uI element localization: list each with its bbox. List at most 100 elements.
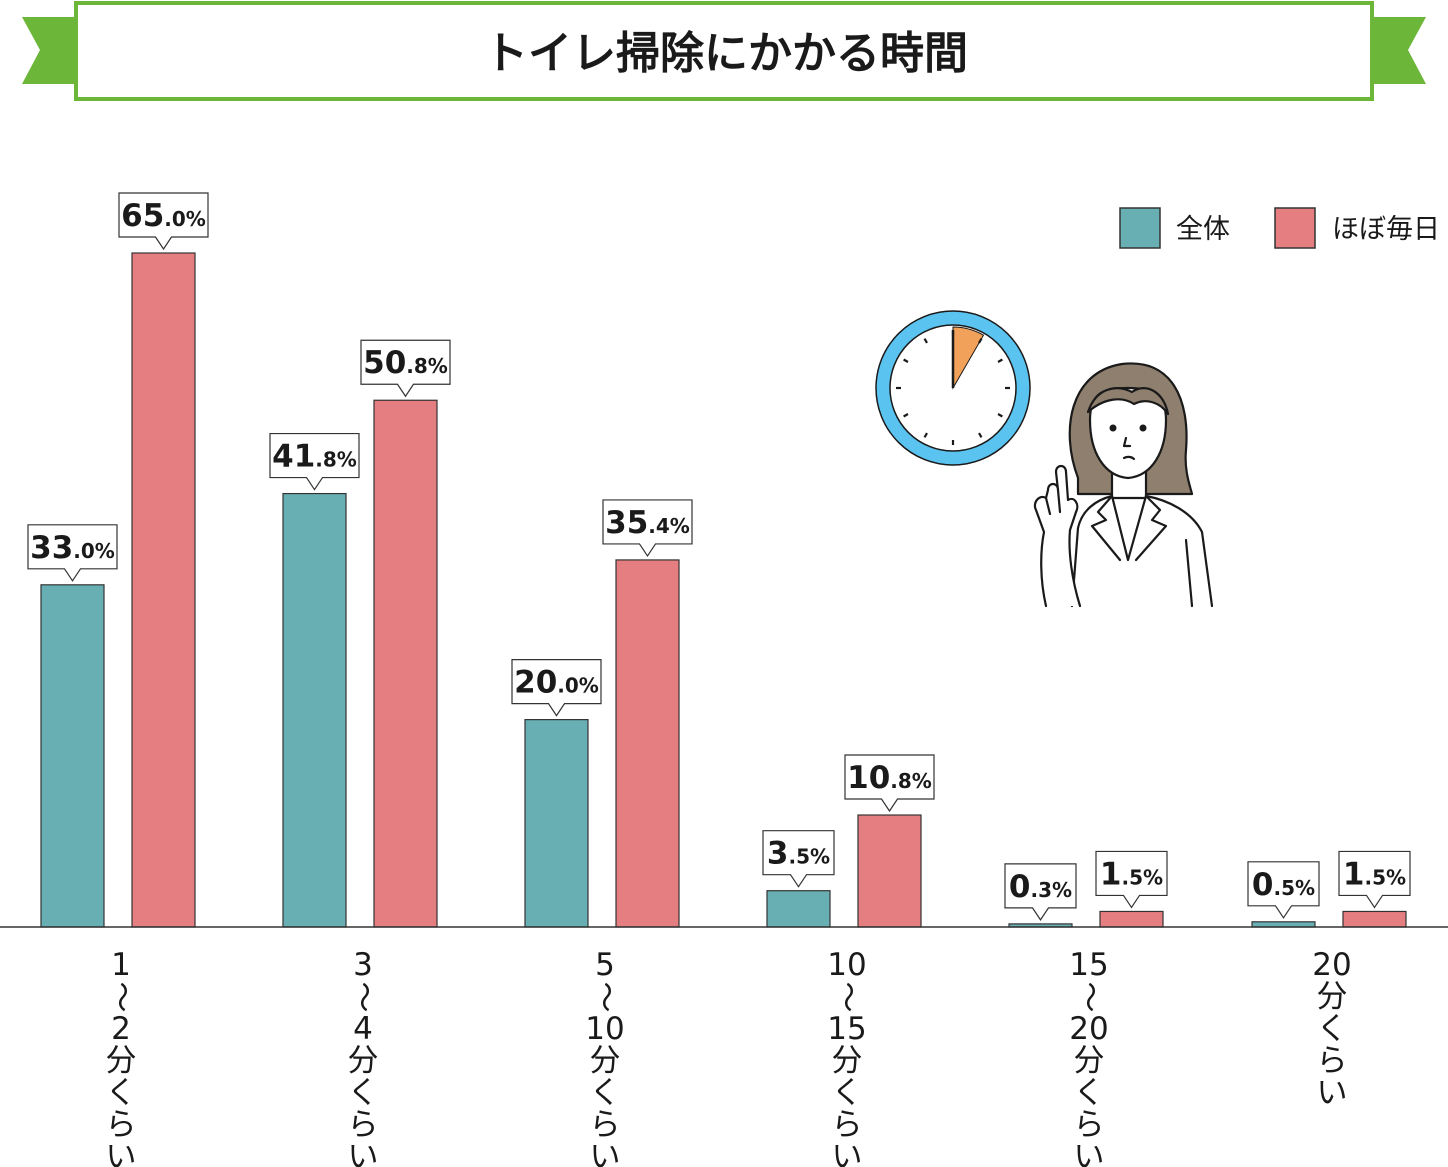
clock-tick	[903, 358, 909, 363]
clock-tick	[903, 413, 909, 418]
callout-daily-5: 1.5%	[1095, 850, 1168, 909]
category-char: 2	[111, 1011, 131, 1047]
category-char: 15	[827, 1011, 866, 1047]
category-char: 〜	[1071, 982, 1107, 1013]
category-char: ら	[590, 1107, 621, 1143]
data-labels-layer: 33.0% 65.0% 41.8% 50.8% 20.0% 35.4% 3.5% 10.8% 0…	[27, 192, 1411, 921]
data-label: 10.8%	[847, 760, 932, 796]
callout-daily-2: 50.8%	[360, 339, 451, 398]
legend-label-all: 全体	[1176, 214, 1230, 245]
data-label: 1.5%	[1343, 856, 1406, 892]
bar-all-4	[766, 890, 831, 928]
legend: 全体 ほぼ毎日	[1119, 207, 1440, 249]
callout-daily-3: 35.4%	[602, 499, 693, 558]
bar-all-1	[40, 584, 105, 928]
clock-tick	[997, 413, 1003, 418]
woman-pointing-up-icon	[1033, 362, 1214, 608]
callout-daily-4: 10.8%	[844, 754, 935, 813]
callout-all-3: 20.0%	[511, 659, 602, 717]
banner-ribbon-left	[22, 17, 82, 84]
category-char: 1	[111, 947, 131, 983]
clock-tick	[978, 432, 983, 438]
category-char: 20	[1312, 947, 1351, 983]
callout-daily-1: 65.0%	[118, 192, 209, 251]
category-char: く	[1317, 1011, 1348, 1047]
callout-all-2: 41.8%	[269, 432, 360, 491]
category-char: 〜	[103, 982, 139, 1013]
category-labels-layer: 1〜2分くらい3〜4分くらい5〜10分くらい10〜15分くらい15〜20分くらい…	[103, 947, 1352, 1167]
legend-swatch-daily	[1274, 207, 1316, 249]
category-char: ら	[1317, 1043, 1348, 1079]
data-label: 50.8%	[363, 345, 448, 381]
bar-daily-3	[615, 559, 680, 928]
category-char: い	[106, 1139, 137, 1167]
bar-daily-4	[857, 814, 922, 928]
data-label: 1.5%	[1100, 856, 1163, 892]
category-char: 15	[1069, 947, 1108, 983]
category-char: 分	[590, 1043, 621, 1079]
category-char: 〜	[829, 982, 865, 1013]
category-char: 5	[595, 947, 615, 983]
data-label: 0.5%	[1252, 867, 1315, 903]
callout-box	[1338, 850, 1411, 909]
category-char: 分	[832, 1043, 863, 1079]
bar-all-3	[524, 719, 589, 928]
callout-box	[602, 499, 693, 558]
data-label: 35.4%	[605, 505, 690, 541]
category-char: 10	[827, 947, 866, 983]
category-char: ら	[1074, 1107, 1105, 1143]
category-char: い	[1317, 1075, 1348, 1111]
category-char: ら	[106, 1107, 137, 1143]
clock-tick	[978, 338, 983, 344]
category-char: い	[590, 1139, 621, 1167]
category-char: く	[348, 1075, 379, 1111]
callout-all-5: 0.3%	[1004, 863, 1077, 921]
bar-daily-6	[1342, 910, 1407, 928]
data-label: 65.0%	[121, 198, 206, 234]
callout-box	[1095, 850, 1168, 909]
category-char: い	[1074, 1139, 1105, 1167]
category-char: 分	[348, 1043, 379, 1079]
data-label: 0.3%	[1009, 869, 1072, 905]
data-label: 20.0%	[514, 665, 599, 701]
callout-box	[27, 524, 118, 582]
data-label: 3.5%	[767, 836, 830, 872]
legend-swatch-all	[1119, 207, 1161, 249]
callout-box	[844, 754, 935, 813]
category-char: い	[832, 1139, 863, 1167]
callout-box	[269, 432, 360, 491]
category-char: く	[590, 1075, 621, 1111]
category-char: く	[832, 1075, 863, 1111]
category-char: 4	[353, 1011, 373, 1047]
clock-icon	[875, 310, 1031, 466]
category-char: 分	[106, 1043, 137, 1079]
chart-title: トイレ掃除にかかる時間	[484, 28, 968, 79]
category-char: く	[106, 1075, 137, 1111]
banner-ribbon-right	[1366, 17, 1426, 84]
bar-daily-5	[1099, 910, 1164, 928]
callout-box	[1247, 861, 1320, 919]
title-banner: トイレ掃除にかかる時間	[22, 1, 1426, 101]
callout-daily-6: 1.5%	[1338, 850, 1411, 909]
category-char: 20	[1069, 1011, 1108, 1047]
callout-box	[762, 830, 835, 888]
clock-tick	[923, 338, 928, 344]
data-label: 33.0%	[30, 530, 115, 566]
callout-box	[511, 659, 602, 717]
bars-layer	[40, 252, 1407, 928]
clock-tick	[923, 432, 928, 438]
callout-all-6: 0.5%	[1247, 861, 1320, 919]
callout-box	[118, 192, 209, 251]
callout-box	[1004, 863, 1077, 921]
callout-all-4: 3.5%	[762, 830, 835, 888]
category-char: 〜	[345, 982, 381, 1013]
clock-tick	[997, 358, 1003, 363]
category-char: 10	[585, 1011, 624, 1047]
category-char: ら	[348, 1107, 379, 1143]
bar-daily-1	[131, 252, 196, 928]
